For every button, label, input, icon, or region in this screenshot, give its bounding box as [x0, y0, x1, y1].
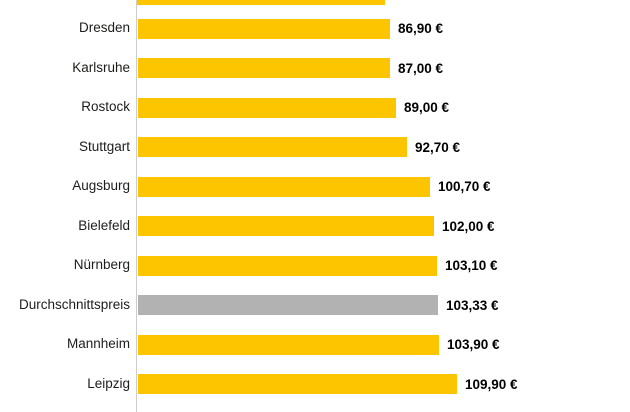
clipped-top-bar [137, 0, 385, 5]
chart-row: Mannheim 103,90 € [0, 325, 630, 365]
chart-row: Karlsruhe 87,00 € [0, 49, 630, 89]
category-label: Nürnberg [73, 257, 130, 273]
value-bar [138, 18, 390, 39]
category-label: Karlsruhe [72, 59, 130, 75]
bar-track: 87,00 € [137, 49, 443, 89]
category-label: Leipzig [87, 375, 130, 391]
bar-track: 103,90 € [137, 325, 500, 365]
value-label: 100,70 € [438, 179, 491, 195]
chart-row: Dresden 86,90 € [0, 9, 630, 49]
value-bar [138, 176, 430, 197]
category-label: Rostock [81, 99, 130, 115]
value-bar [138, 216, 434, 237]
chart-row: Bielefeld 102,00 € [0, 207, 630, 247]
category-label: Dresden [78, 20, 130, 36]
value-label: 86,90 € [398, 21, 444, 37]
value-bar [138, 58, 390, 79]
bar-track: 103,33 € [137, 286, 499, 326]
value-bar [138, 137, 407, 158]
y-axis-line [136, 0, 137, 412]
category-label: Augsburg [72, 178, 130, 194]
bar-track: 100,70 € [137, 167, 491, 207]
category-label: Durchschnittspreis [18, 296, 130, 312]
value-bar [138, 255, 437, 276]
value-label: 109,90 € [465, 376, 518, 392]
chart-row: Durchschnittspreis 103,33 € [0, 286, 630, 326]
chart-row: Stuttgart 92,70 € [0, 128, 630, 168]
bar-track: 109,90 € [137, 365, 518, 405]
chart-row: Nürnberg 103,10 € [0, 246, 630, 286]
value-label: 92,70 € [415, 139, 461, 155]
value-bar [138, 97, 396, 118]
average-bar [138, 295, 438, 316]
value-bar [138, 374, 457, 395]
bar-track: 92,70 € [137, 128, 460, 168]
value-label: 102,00 € [442, 218, 495, 234]
value-label: 87,00 € [398, 60, 444, 76]
value-label: 103,10 € [445, 258, 498, 274]
category-label: Bielefeld [78, 217, 130, 233]
bar-track: 89,00 € [137, 88, 449, 128]
bar-track: 102,00 € [137, 207, 495, 247]
value-label: 89,00 € [404, 100, 450, 116]
chart-row: Rostock 89,00 € [0, 88, 630, 128]
value-label: 103,90 € [447, 337, 500, 353]
category-label: Mannheim [66, 336, 130, 352]
chart-row: Leipzig 109,90 € [0, 365, 630, 405]
value-label: 103,33 € [446, 297, 499, 313]
bar-track: 103,10 € [137, 246, 498, 286]
bar-track: 86,90 € [137, 9, 443, 49]
chart-row: Augsburg 100,70 € [0, 167, 630, 207]
value-bar [138, 334, 439, 355]
chart-rows: Dresden 86,90 € Karlsruhe 87,00 € Rostock 89,… [0, 9, 630, 404]
category-label: Stuttgart [78, 138, 130, 154]
